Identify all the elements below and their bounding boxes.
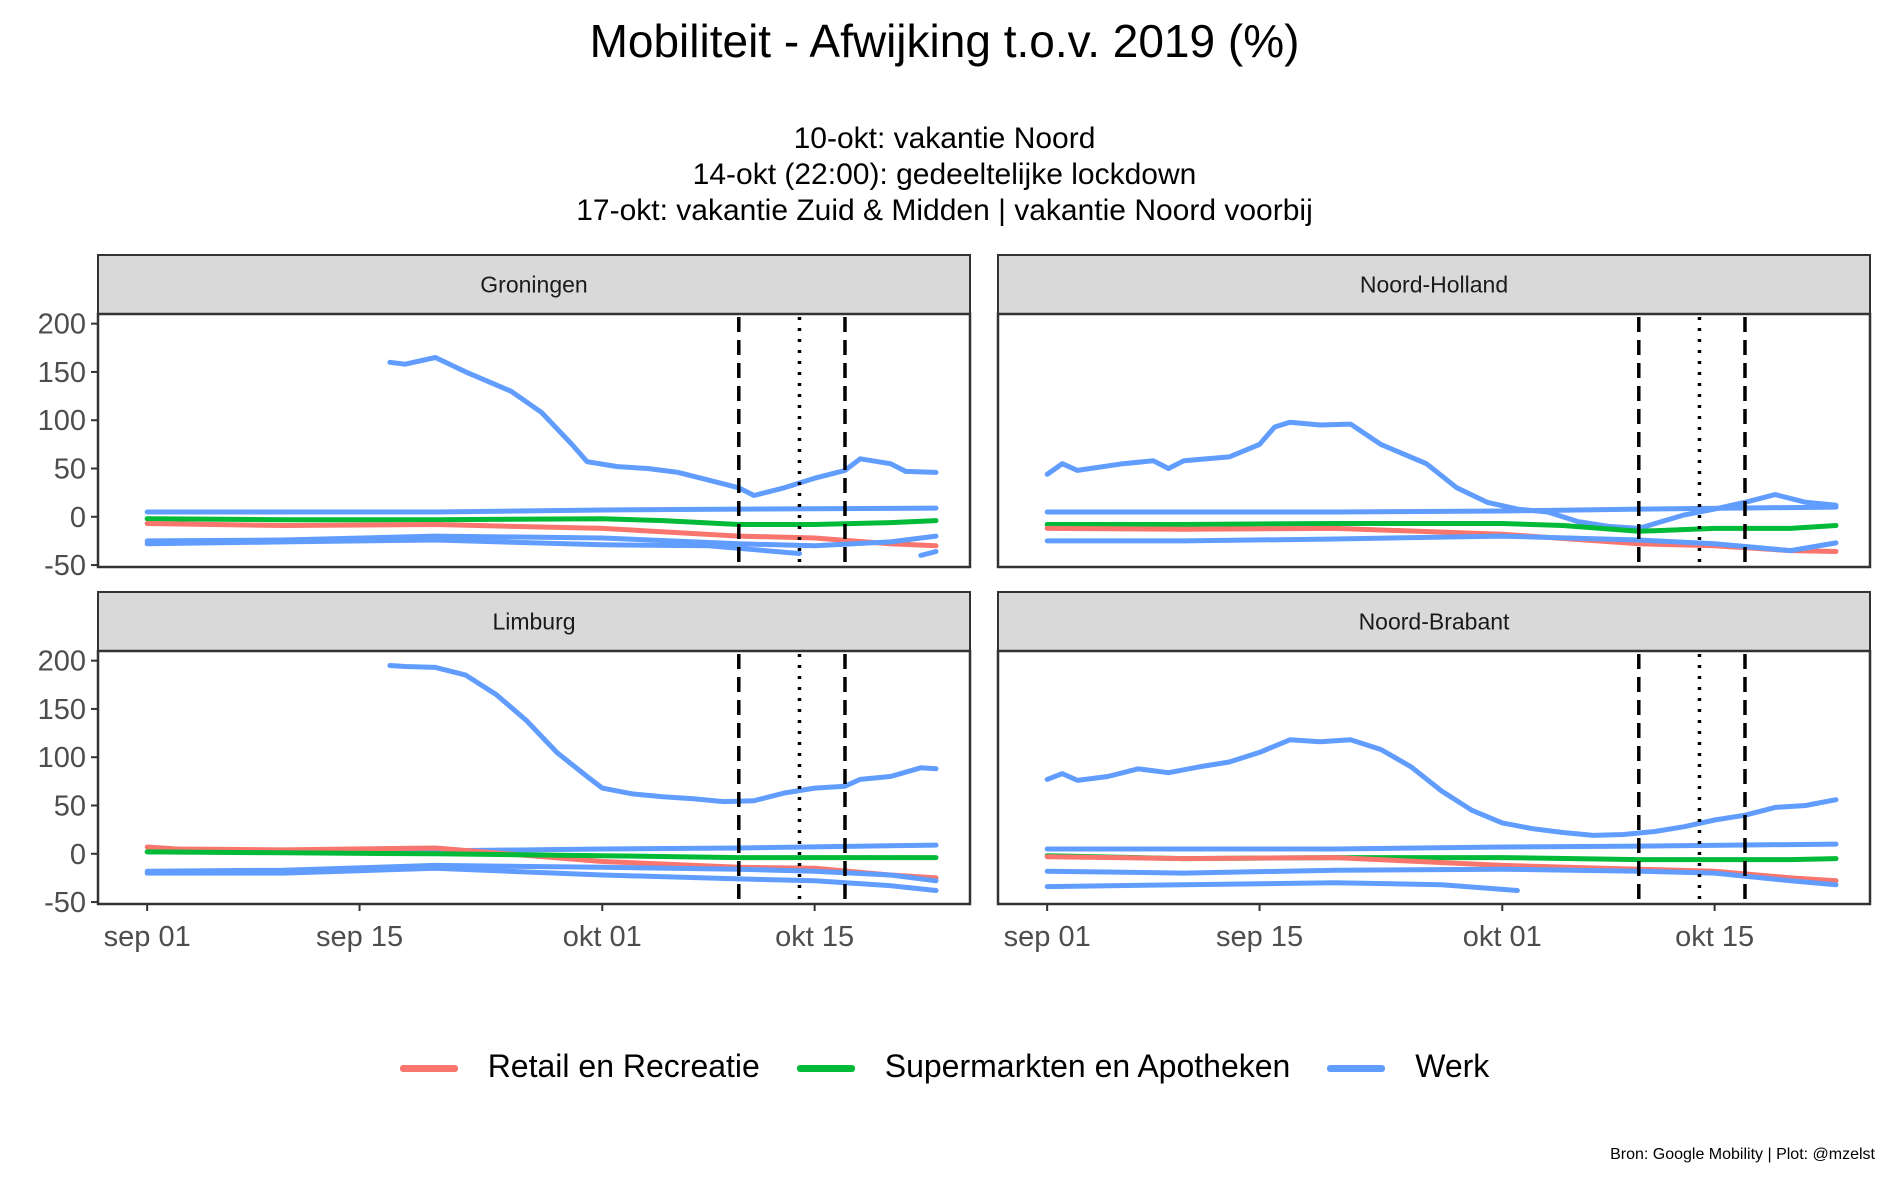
- x-tick-label: sep 15: [1216, 921, 1303, 953]
- facet-strip-label: Groningen: [480, 272, 587, 298]
- series-group: [144, 663, 939, 893]
- series-line-werk: [144, 505, 939, 515]
- series-line-werk: [1044, 866, 1839, 888]
- y-tick-label: 150: [38, 357, 86, 389]
- series-line-supermarkten-en-apotheken: [144, 516, 939, 527]
- x-tick-label: sep 01: [1004, 921, 1091, 953]
- legend-key-supermarkten: [796, 1065, 855, 1073]
- plot-panel: [996, 649, 1872, 906]
- series-line-supermarkten-en-apotheken: [1044, 521, 1839, 534]
- y-tick-label: 50: [54, 791, 86, 823]
- y-tick-label: 150: [38, 694, 86, 726]
- facet-noord-brabant: Noord-Brabant sep 01 sep 15 okt 01 okt 15: [996, 591, 1872, 953]
- x-tick-label: okt 15: [1675, 921, 1754, 953]
- series-line-werk: [144, 862, 939, 884]
- series-line-werk: [1044, 419, 1839, 531]
- y-tick-label: -50: [44, 550, 86, 582]
- legend-label-werk: Werk: [1415, 1048, 1490, 1085]
- legend: Retail en Recreatie Supermarkten en Apot…: [0, 1046, 1889, 1085]
- series-line-retail-en-recreatie: [1044, 854, 1839, 884]
- subtitle-line-2: 14-okt (22:00): gedeeltelijke lockdown: [692, 158, 1197, 191]
- legend-item-werk: Werk: [1327, 1048, 1489, 1085]
- x-tick-label: okt 15: [775, 921, 854, 953]
- series-group: [1044, 419, 1839, 554]
- facet-strip: [97, 254, 971, 315]
- series-line-werk: [387, 355, 939, 498]
- series-line-werk: [1044, 504, 1839, 515]
- x-tick-label: sep 01: [104, 921, 191, 953]
- y-tick-label: 200: [38, 309, 86, 341]
- legend-key-retail: [399, 1065, 458, 1073]
- series-line-werk: [1044, 880, 1520, 893]
- series-line-werk: [1044, 841, 1839, 852]
- x-tick-label: okt 01: [1463, 921, 1542, 953]
- legend-label-supermarkten: Supermarkten en Apotheken: [884, 1048, 1291, 1085]
- facet-strip-label: Noord-Brabant: [1359, 609, 1510, 635]
- legend-item-supermarkten: Supermarkten en Apotheken: [796, 1048, 1291, 1085]
- x-tick-label: okt 01: [563, 921, 642, 953]
- y-tick-label: -50: [44, 887, 86, 919]
- y-tick-label: 200: [38, 646, 86, 678]
- facet-strip-label: Limburg: [492, 609, 575, 635]
- y-tick-label: 50: [54, 454, 86, 486]
- facet-strip-label: Noord-Holland: [1360, 272, 1508, 298]
- series-line-werk: [144, 865, 939, 893]
- x-tick-label: sep 15: [316, 921, 403, 953]
- facet-groningen: Groningen -50 0 50 100 150 200: [38, 254, 972, 582]
- series-line-werk: [387, 663, 939, 805]
- y-tick-label: 0: [70, 502, 86, 534]
- series-group: [144, 355, 939, 558]
- facet-limburg: Limburg -50 0 50 100 150 200 sep 01 sep 15 okt 01…: [38, 591, 972, 953]
- facet-noord-holland: Noord-Holland: [996, 254, 1872, 569]
- legend-label-retail: Retail en Recreatie: [487, 1048, 760, 1085]
- series-line-werk: [1044, 737, 1839, 838]
- series-group: [1044, 737, 1839, 893]
- series-line-werk: [918, 549, 939, 558]
- plot-panel: [96, 649, 972, 906]
- series-line-werk: [1044, 533, 1839, 554]
- subtitle-line-1: 10-okt: vakantie Noord: [793, 122, 1096, 155]
- subtitle-line-3: 17-okt: vakantie Zuid & Midden | vakanti…: [576, 194, 1313, 227]
- legend-key-werk: [1327, 1065, 1386, 1073]
- facet-strip: [997, 591, 1871, 652]
- caption: Bron: Google Mobility | Plot: @mzelst: [1610, 1146, 1875, 1163]
- chart-title: Mobiliteit - Afwijking t.o.v. 2019 (%): [589, 15, 1300, 67]
- series-line-werk: [144, 537, 802, 556]
- legend-item-retail: Retail en Recreatie: [399, 1048, 760, 1085]
- y-tick-label: 100: [38, 742, 86, 774]
- y-tick-label: 100: [38, 405, 86, 437]
- y-tick-label: 0: [70, 839, 86, 871]
- facet-strip: [97, 591, 971, 652]
- series-line-supermarkten-en-apotheken: [144, 849, 939, 861]
